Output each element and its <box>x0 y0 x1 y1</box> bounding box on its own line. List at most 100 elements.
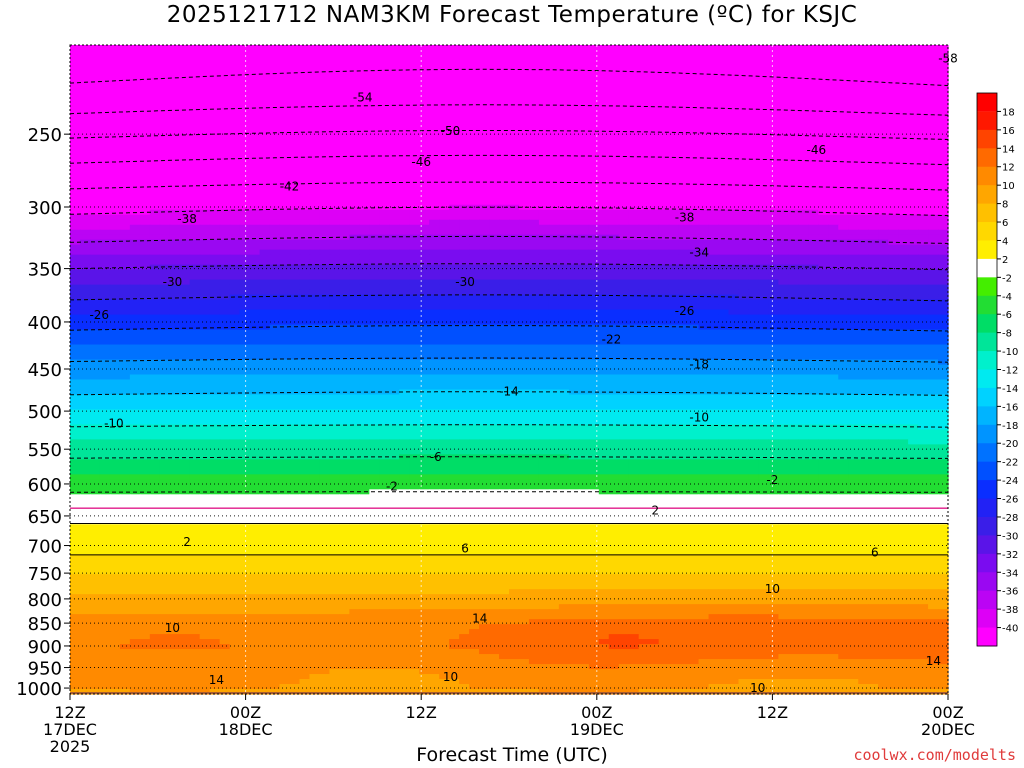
field-cell <box>459 69 470 76</box>
field-cell <box>159 109 171 116</box>
field-cell <box>509 99 520 106</box>
field-cell <box>548 174 560 181</box>
field-cell <box>848 54 859 61</box>
field-cell <box>868 214 879 221</box>
field-cell <box>499 319 510 326</box>
field-cell <box>928 209 939 216</box>
field-cell <box>858 309 869 316</box>
field-cell <box>888 104 899 111</box>
field-cell <box>888 289 899 296</box>
field-cell <box>608 194 620 201</box>
field-cell <box>219 99 231 106</box>
field-cell <box>379 144 390 151</box>
field-cell <box>299 104 311 111</box>
field-cell <box>928 319 939 326</box>
field-cell <box>758 309 770 316</box>
field-cell <box>479 79 490 86</box>
field-cell <box>598 114 610 121</box>
field-cell <box>628 234 640 241</box>
field-cell <box>688 94 700 101</box>
field-cell <box>788 304 799 311</box>
field-cell <box>868 209 879 216</box>
field-cell <box>638 324 650 331</box>
field-cell <box>289 249 301 256</box>
field-cell <box>598 84 610 91</box>
field-cell <box>159 214 171 221</box>
field-cell <box>758 209 770 216</box>
field-cell <box>598 259 610 266</box>
field-cell <box>898 314 909 321</box>
field-cell <box>858 269 869 276</box>
field-cell <box>678 319 690 326</box>
field-cell <box>399 284 410 291</box>
field-cell <box>329 164 340 171</box>
field-cell <box>618 224 630 231</box>
field-cell <box>568 159 580 166</box>
field-cell <box>229 279 241 286</box>
field-cell <box>219 264 231 271</box>
field-cell <box>149 219 161 226</box>
field-cell <box>509 174 520 181</box>
field-cell <box>878 129 889 136</box>
field-cell <box>718 194 730 201</box>
field-cell <box>149 45 161 51</box>
field-cell <box>818 234 829 241</box>
field-cell <box>229 49 241 56</box>
field-cell <box>588 274 600 281</box>
field-cell <box>698 269 710 276</box>
field-cell <box>708 204 720 211</box>
field-cell <box>648 219 660 226</box>
field-cell <box>918 139 929 146</box>
field-cell <box>518 274 530 281</box>
field-cell <box>389 199 400 206</box>
field-cell <box>888 309 899 316</box>
field-cell <box>738 219 750 226</box>
field-cell <box>648 109 660 116</box>
field-cell <box>159 134 171 141</box>
field-cell <box>309 104 321 111</box>
field-cell <box>628 279 640 286</box>
field-cell <box>668 89 680 96</box>
field-cell <box>509 219 520 226</box>
field-cell <box>249 99 261 106</box>
field-cell <box>219 104 231 111</box>
field-cell <box>588 289 600 296</box>
field-cell <box>828 84 839 91</box>
field-cell <box>149 289 161 296</box>
field-cell <box>409 189 420 196</box>
field-cell <box>109 174 121 181</box>
field-cell <box>528 84 540 91</box>
field-cell <box>708 264 720 271</box>
field-cell <box>728 279 740 286</box>
field-cell <box>329 209 340 216</box>
field-cell <box>369 154 380 161</box>
field-cell <box>239 314 251 321</box>
field-cell <box>209 89 221 96</box>
field-cell <box>229 219 241 226</box>
field-cell <box>818 159 829 166</box>
field-cell <box>558 134 570 141</box>
field-cell <box>788 244 799 251</box>
field-cell <box>499 64 510 71</box>
field-cell <box>698 224 710 231</box>
field-cell <box>269 279 281 286</box>
field-cell <box>798 199 809 206</box>
field-cell <box>259 164 271 171</box>
field-cell <box>518 54 530 61</box>
field-cell <box>199 129 211 136</box>
field-cell <box>489 49 500 56</box>
field-cell <box>479 84 490 91</box>
field-cell <box>918 189 929 196</box>
field-cell <box>259 224 271 231</box>
field-cell <box>489 79 500 86</box>
field-cell <box>339 269 350 276</box>
field-cell <box>309 154 321 161</box>
field-cell <box>439 214 450 221</box>
field-cell <box>578 45 590 51</box>
field-cell <box>898 104 909 111</box>
field-cell <box>449 159 460 166</box>
field-cell <box>748 159 760 166</box>
field-cell <box>938 149 949 156</box>
field-cell <box>329 279 340 286</box>
field-cell <box>89 324 101 331</box>
